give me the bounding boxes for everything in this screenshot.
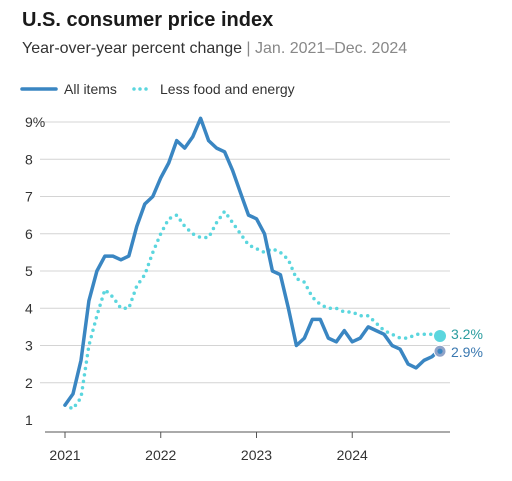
- grid-lines: [40, 121, 450, 384]
- legend-core-label: Less food and energy: [160, 81, 295, 97]
- legend-all-items-label: All items: [64, 81, 117, 97]
- x-axis: 2021 2022 2023 2024: [45, 431, 450, 463]
- series-all-items-line: [63, 116, 442, 407]
- all-items-end-label: 2.9%: [451, 344, 483, 360]
- date-range: Jan. 2021–Dec. 2024: [255, 40, 407, 57]
- chart-title: U.S. consumer price index: [22, 9, 273, 31]
- y-tick-label: 3: [25, 338, 33, 354]
- y-tick-label: 7: [25, 189, 33, 205]
- y-axis-ticks: 1 2 3 4 5 6 7 8 9%: [25, 114, 45, 428]
- subtitle-text: Year-over-year percent change: [22, 40, 242, 57]
- y-tick-label: 5: [25, 263, 33, 279]
- y-tick-label: 1: [25, 412, 33, 428]
- y-tick-label: 6: [25, 226, 33, 242]
- series-lines: [63, 116, 442, 411]
- x-tick-label: 2021: [49, 447, 80, 463]
- x-tick-label: 2022: [145, 447, 176, 463]
- y-tick-label: 8: [25, 151, 33, 167]
- core-end-label: 3.2%: [451, 326, 483, 342]
- series-core-line: [63, 209, 442, 411]
- y-tick-label: 2: [25, 375, 33, 391]
- subtitle-separator: |: [242, 40, 255, 57]
- y-tick-label: 4: [25, 300, 33, 316]
- end-markers: 3.2% 2.9%: [433, 326, 483, 360]
- all-items-end-dot: [437, 348, 443, 354]
- legend: All items Less food and energy: [20, 81, 295, 97]
- y-tick-label: 9%: [25, 114, 45, 130]
- x-tick-label: 2023: [241, 447, 272, 463]
- x-tick-label: 2024: [337, 447, 368, 463]
- chart-subtitle: Year-over-year percent change | Jan. 202…: [22, 40, 407, 57]
- core-end-marker: [434, 330, 446, 343]
